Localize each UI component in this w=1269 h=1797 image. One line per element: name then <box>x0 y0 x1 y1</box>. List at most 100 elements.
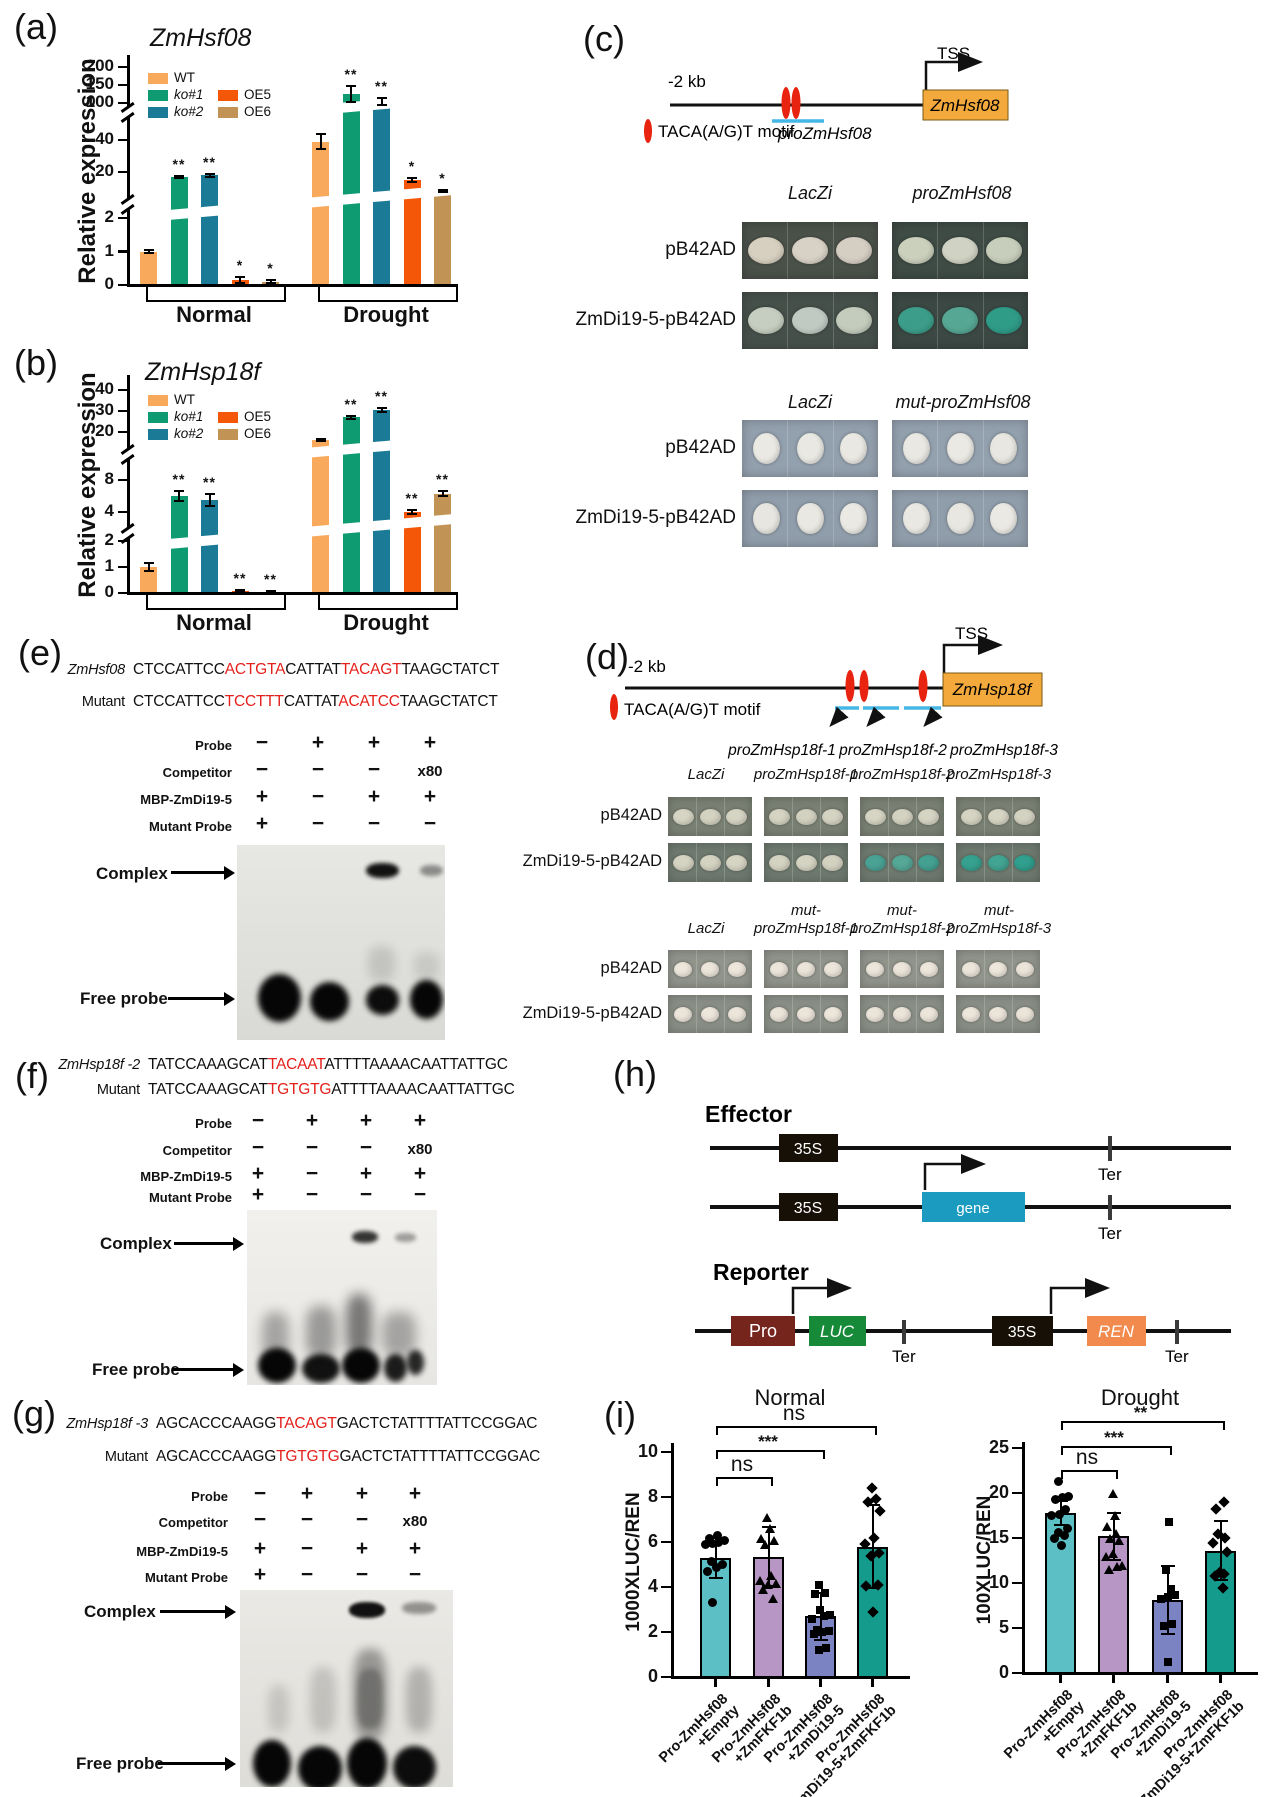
x-tick <box>819 1678 822 1687</box>
error-cap <box>1106 1558 1121 1561</box>
y-tick-label: 5 <box>998 1617 1009 1637</box>
plate-seam <box>982 420 984 477</box>
yeast-colony <box>792 237 828 264</box>
column-label: mut-proZmHsp18f-3 <box>946 902 1052 937</box>
data-point-circle <box>705 1534 714 1544</box>
emsa-symbol: − <box>305 1162 319 1185</box>
plate-seam <box>832 490 834 547</box>
legend-label-OE6: OE6 <box>244 104 272 119</box>
gel-blob <box>258 1348 297 1384</box>
panel-f-label: (f) <box>15 1055 49 1096</box>
y-axis <box>126 55 130 285</box>
plate-seam <box>937 222 939 279</box>
plate-seam <box>937 490 939 547</box>
data-point-square <box>817 1628 826 1636</box>
group-label: Normal <box>176 610 252 635</box>
yeast-colony <box>1015 1006 1034 1022</box>
axis-break-gap <box>125 199 131 209</box>
yeast-colony <box>748 307 785 334</box>
yeast-colony <box>893 1006 911 1022</box>
gel-band <box>348 1601 385 1618</box>
group-bracket <box>318 287 458 302</box>
y-tick-label: 20 <box>95 161 114 180</box>
axis-break-gap <box>125 107 131 117</box>
yeast-plate <box>764 797 848 836</box>
data-point-triangle <box>765 1571 776 1581</box>
error-bar <box>178 175 180 179</box>
y-tick-label: 1 <box>104 240 114 260</box>
y-tick-label: 0 <box>647 1666 658 1686</box>
yeast-plate <box>956 995 1040 1033</box>
y-tick <box>661 1585 671 1589</box>
legend-label-OE6: OE6 <box>244 426 272 441</box>
luc-drought-title: Drought <box>1100 1385 1180 1410</box>
y-tick-label: 20 <box>988 1482 1009 1502</box>
row-label: ZmDi19-5-pB42AD <box>575 309 737 330</box>
x-tick <box>714 1678 717 1687</box>
y-tick-label: 40 <box>95 379 114 398</box>
data-point-triangle <box>754 1575 765 1585</box>
emsa-row-label: MBP-ZmDi19-5 <box>140 792 232 807</box>
bar-OE5-Drought <box>403 180 421 285</box>
plate-seam <box>820 995 821 1033</box>
legend-label-OE5: OE5 <box>244 87 272 102</box>
gel-smear <box>345 1294 373 1357</box>
y-tick <box>118 101 127 105</box>
error-cap <box>376 410 387 413</box>
data-point-circle <box>707 1556 716 1566</box>
y-tick <box>118 250 127 253</box>
legend-swatch-ko#2 <box>148 107 168 118</box>
data-point-circle <box>1058 1493 1067 1502</box>
fragment-arrow <box>829 706 849 727</box>
y-tick-label: 40 <box>95 129 114 148</box>
plate-seam <box>724 950 725 988</box>
data-point-diamond <box>873 1504 886 1517</box>
plate-seam <box>916 797 917 836</box>
x-tick <box>1112 1674 1115 1683</box>
panel-b-label: (b) <box>14 342 58 383</box>
error-cap <box>346 100 356 103</box>
legend-label-WT: WT <box>174 70 195 85</box>
error-bar <box>208 173 211 177</box>
data-point-circle <box>1054 1528 1063 1538</box>
seq-mutant-label: Mutant <box>81 694 125 710</box>
35s-box <box>779 1193 838 1221</box>
y-tick <box>1012 1626 1022 1630</box>
yeast-plate <box>742 292 878 349</box>
yeast-plate <box>764 950 848 988</box>
emsa-symbol: + <box>251 1183 265 1206</box>
data-point-triangle <box>1104 1533 1115 1543</box>
sig-label: *** <box>1104 1428 1124 1447</box>
plate-seam <box>888 797 889 836</box>
y-tick-label: 30 <box>95 400 114 419</box>
emsa-symbol: − <box>300 1508 314 1531</box>
free-probe-label: Free probe <box>80 989 168 1008</box>
yeast-colony <box>699 854 721 871</box>
emsa-g-wt-seq: ZmHsp18f -3 AGCACCCAAGGTACAGTGACTCTATTTTA… <box>0 1415 537 1433</box>
emsa-symbol: − <box>311 758 325 781</box>
ren-label: REN <box>1098 1322 1135 1341</box>
yeast-colony <box>835 237 872 264</box>
row-label: ZmDi19-5-pB42AD <box>575 507 737 528</box>
data-point-circle <box>1061 1504 1070 1514</box>
plate-seam <box>832 420 834 477</box>
data-point-triangle <box>757 1584 768 1594</box>
effector-reporter-diagram: Effector 35S Ter 35S gene Ter Reporter P… <box>695 1101 1231 1366</box>
gel-band <box>420 864 443 877</box>
legend-swatch-ko#1 <box>148 412 168 423</box>
emsa-row-label: Probe <box>191 1489 228 1504</box>
bar-OE6-Drought <box>434 191 451 285</box>
plate-seam <box>832 292 834 349</box>
fragment-label: proZmHsp18f-2 <box>838 742 947 759</box>
emsa-symbol: − <box>305 1136 319 1159</box>
yeast-plate <box>956 843 1040 882</box>
gene-box <box>922 89 1009 121</box>
plate-seam <box>984 843 985 882</box>
row-label: ZmDi19-5-pB42AD <box>522 852 662 871</box>
yeast-colony <box>726 854 748 871</box>
legend-label-ko#2: ko#2 <box>174 426 204 441</box>
emsa-symbol: − <box>311 812 325 835</box>
seq-segment: GACTCTATTTTATTCCGGAC <box>336 1415 538 1432</box>
motif-legend-oval <box>644 119 652 143</box>
y-tick-label: 10 <box>988 1572 1009 1592</box>
